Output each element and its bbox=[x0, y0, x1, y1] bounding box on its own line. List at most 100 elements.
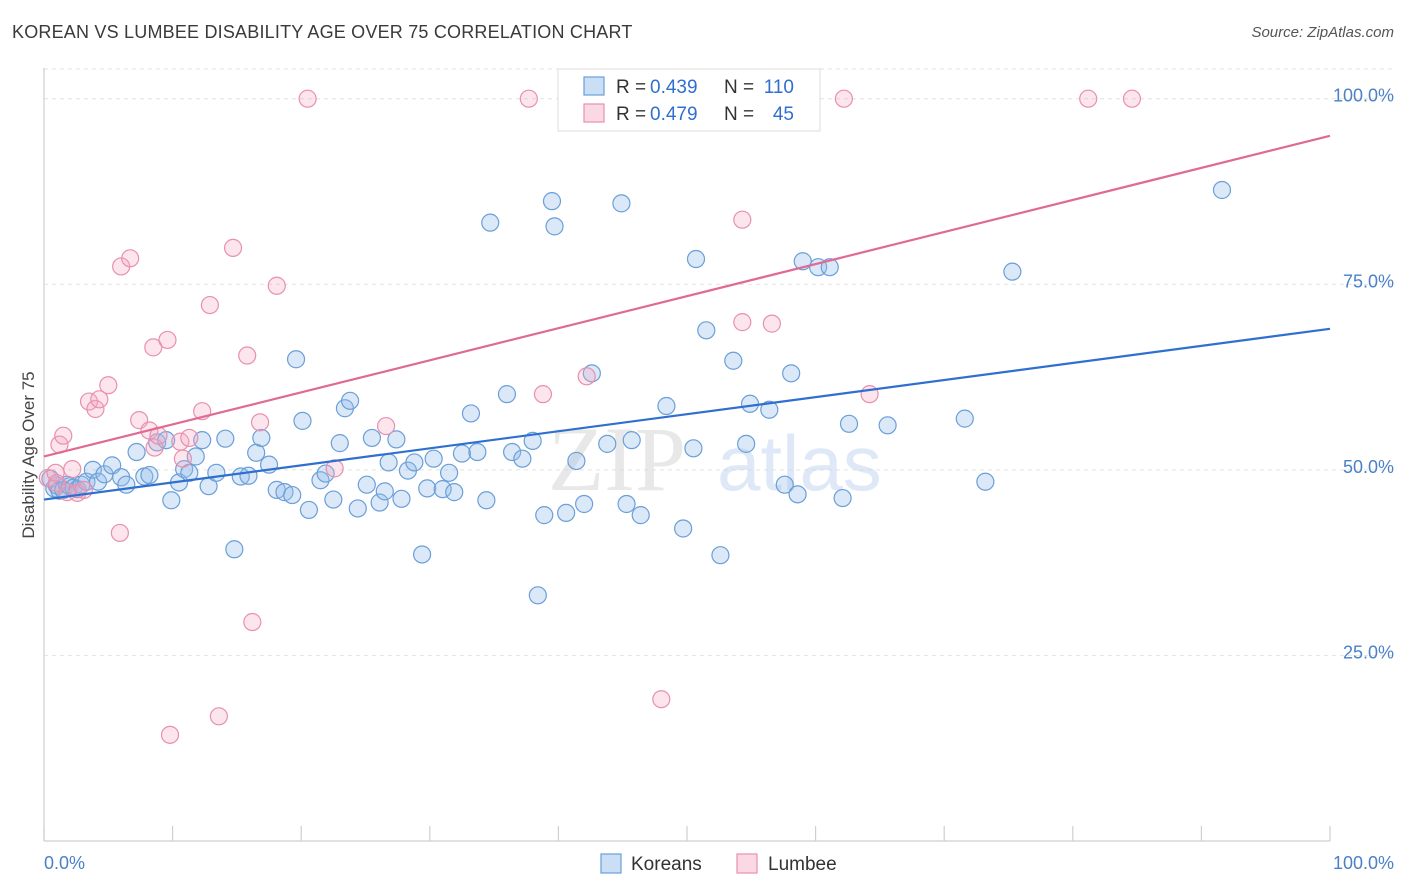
lumbee-point bbox=[298, 89, 317, 108]
legend-lumbee-r-value: 0.479 bbox=[650, 104, 698, 125]
lumbee-point bbox=[90, 390, 109, 409]
trend-lines bbox=[43, 134, 1331, 501]
korean-point bbox=[439, 463, 459, 482]
lumbee-point bbox=[238, 346, 257, 365]
x-tick-label-min: 0.0% bbox=[44, 853, 85, 873]
korean-point bbox=[362, 428, 382, 448]
korean-point bbox=[1212, 180, 1232, 200]
korean-point bbox=[418, 479, 437, 498]
korean-point bbox=[127, 442, 146, 462]
korean-point bbox=[955, 409, 974, 428]
bottom-legend-lumbee-label: Lumbee bbox=[768, 854, 837, 875]
lumbee-point bbox=[376, 416, 396, 436]
lumbee-trend-line bbox=[43, 134, 1331, 458]
lumbee-point bbox=[834, 89, 853, 108]
korean-point bbox=[612, 194, 631, 213]
korean-point bbox=[740, 394, 760, 413]
lumbee-point bbox=[1079, 89, 1098, 108]
korean-point bbox=[316, 464, 335, 483]
korean-point bbox=[387, 430, 406, 449]
korean-point bbox=[622, 431, 641, 450]
korean-point bbox=[775, 475, 794, 494]
lumbee-point bbox=[762, 314, 781, 333]
chart-title: KOREAN VS LUMBEE DISABILITY AGE OVER 75 … bbox=[12, 22, 633, 42]
korean-point bbox=[833, 488, 852, 508]
x-ticks bbox=[43, 826, 1331, 841]
korean-point bbox=[375, 482, 394, 501]
lumbee-point bbox=[533, 385, 553, 404]
y-tick-label: 25.0% bbox=[1343, 642, 1394, 662]
korean-point bbox=[286, 350, 306, 369]
korean-point bbox=[674, 519, 693, 538]
korean-point bbox=[468, 442, 487, 462]
korean-point bbox=[567, 451, 586, 471]
korean-point bbox=[330, 434, 349, 453]
lumbee-point bbox=[577, 367, 596, 386]
y-tick-label: 100.0% bbox=[1333, 86, 1394, 106]
korean-point bbox=[582, 364, 601, 383]
korean-point bbox=[162, 491, 181, 510]
korean-point bbox=[631, 506, 650, 525]
lumbee-point bbox=[223, 238, 243, 257]
lumbee-point bbox=[243, 612, 262, 632]
korean-point bbox=[117, 475, 136, 494]
lumbee-point bbox=[267, 276, 286, 295]
lumbee-point bbox=[86, 399, 105, 419]
korean-point bbox=[617, 494, 636, 514]
korean-point bbox=[542, 192, 562, 211]
legend-lumbee-n-value: 45 bbox=[773, 104, 794, 125]
korean-point bbox=[839, 414, 859, 433]
lumbee-point bbox=[733, 313, 752, 332]
lumbee-point bbox=[99, 376, 118, 395]
korean-point bbox=[293, 411, 312, 430]
korean-point bbox=[523, 431, 542, 450]
korean-point bbox=[207, 463, 226, 482]
lumbee-point bbox=[160, 725, 180, 744]
korean-point bbox=[83, 460, 102, 479]
y-tick-label: 50.0% bbox=[1343, 457, 1394, 477]
lumbee-point bbox=[145, 438, 164, 457]
korean-point bbox=[357, 475, 376, 494]
korean-point bbox=[528, 586, 547, 605]
legend-lumbee-n-label: N = bbox=[724, 104, 759, 125]
korean-point bbox=[225, 540, 244, 559]
korean-point bbox=[697, 321, 716, 340]
korean-point bbox=[535, 506, 554, 525]
y-axis-title: Disability Age Over 75 bbox=[19, 371, 38, 538]
lumbee-point bbox=[54, 426, 73, 445]
y-tick-labels: 25.0% 50.0% 75.0% 100.0% bbox=[1333, 86, 1394, 663]
korean-point bbox=[503, 442, 522, 462]
korean-point bbox=[461, 404, 481, 423]
korean-point bbox=[239, 466, 258, 485]
lumbee-point bbox=[209, 707, 228, 726]
korean-point bbox=[283, 485, 302, 505]
korean-point bbox=[348, 499, 367, 518]
legend-bottom: Koreans Lumbee bbox=[600, 853, 837, 875]
bottom-legend-korean-swatch bbox=[600, 853, 622, 874]
korean-point bbox=[340, 391, 360, 410]
lumbee-point bbox=[144, 338, 163, 357]
lumbee-point bbox=[519, 89, 538, 108]
korean-point bbox=[424, 449, 443, 468]
lumbee-point bbox=[250, 413, 270, 432]
legend-top: R = 0.439 N = 110 R = 0.479 N = 45 bbox=[557, 68, 821, 132]
legend-korean-r-value: 0.439 bbox=[650, 77, 698, 98]
korean-point bbox=[88, 472, 108, 491]
korean-point bbox=[477, 491, 496, 510]
lumbee-point bbox=[180, 428, 199, 448]
korean-points bbox=[41, 180, 1232, 605]
legend-korean-r-label: R = bbox=[616, 77, 651, 98]
korean-point bbox=[370, 493, 389, 512]
legend-korean-swatch bbox=[583, 76, 605, 96]
korean-point bbox=[140, 465, 159, 485]
korean-point bbox=[299, 500, 319, 520]
korean-point bbox=[405, 453, 424, 472]
lumbee-point bbox=[733, 210, 752, 229]
korean-point bbox=[497, 385, 517, 404]
lumbee-points bbox=[38, 89, 1142, 744]
lumbee-point bbox=[652, 690, 671, 709]
korean-point bbox=[557, 503, 576, 523]
lumbee-point bbox=[63, 460, 82, 479]
lumbee-point bbox=[1122, 89, 1142, 108]
